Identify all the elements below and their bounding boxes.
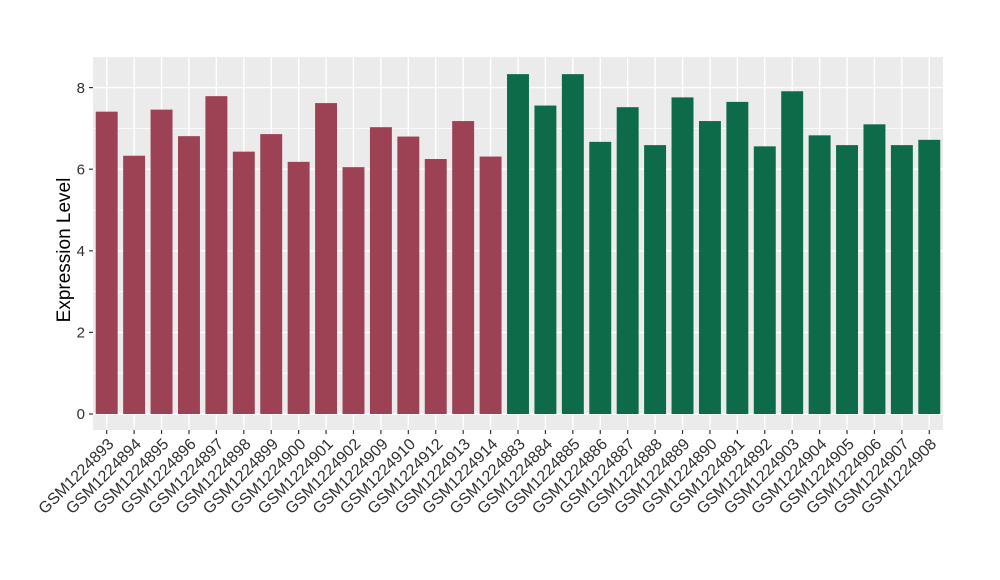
- bar-GSM1224885: [561, 74, 584, 415]
- bar-GSM1224889: [671, 97, 694, 414]
- y-axis-title: Expression Level: [54, 178, 75, 323]
- bar-GSM1224914: [479, 156, 502, 414]
- bar-GSM1224888: [644, 145, 667, 415]
- bar-GSM1224908: [918, 139, 941, 414]
- bar-GSM1224884: [534, 105, 557, 414]
- bar-GSM1224891: [726, 101, 749, 414]
- bar-GSM1224894: [123, 155, 146, 414]
- y-tick-label-4: 4: [77, 243, 85, 260]
- y-tick-label-8: 8: [77, 80, 85, 97]
- bar-GSM1224898: [232, 151, 255, 414]
- bar-GSM1224903: [781, 91, 804, 414]
- bar-GSM1224897: [205, 96, 228, 414]
- bar-GSM1224899: [260, 134, 283, 414]
- y-tick-label-2: 2: [77, 325, 85, 342]
- bar-GSM1224887: [616, 107, 639, 415]
- bar-GSM1224896: [178, 136, 200, 415]
- bar-GSM1224913: [452, 121, 475, 414]
- bar-GSM1224893: [95, 111, 118, 414]
- bar-GSM1224906: [863, 124, 886, 414]
- bar-GSM1224905: [836, 145, 858, 415]
- bar-GSM1224912: [424, 159, 447, 414]
- y-tick-label-0: 0: [77, 406, 85, 423]
- bar-GSM1224907: [890, 145, 913, 415]
- bar-GSM1224904: [808, 135, 831, 414]
- bar-GSM1224910: [397, 136, 420, 414]
- bar-GSM1224902: [342, 167, 365, 414]
- bar-GSM1224892: [753, 146, 776, 415]
- bar-GSM1224900: [287, 161, 310, 414]
- bar-GSM1224890: [698, 121, 721, 414]
- y-tick-label-6: 6: [77, 161, 85, 178]
- bar-GSM1224883: [507, 74, 529, 415]
- axes-layer: 02468GSM1224893GSM1224894GSM1224895GSM12…: [36, 80, 940, 518]
- bar-GSM1224901: [315, 103, 338, 414]
- bars-layer: [95, 74, 941, 415]
- bar-GSM1224895: [150, 109, 173, 414]
- bar-GSM1224886: [589, 141, 612, 414]
- bar-GSM1224909: [369, 127, 392, 415]
